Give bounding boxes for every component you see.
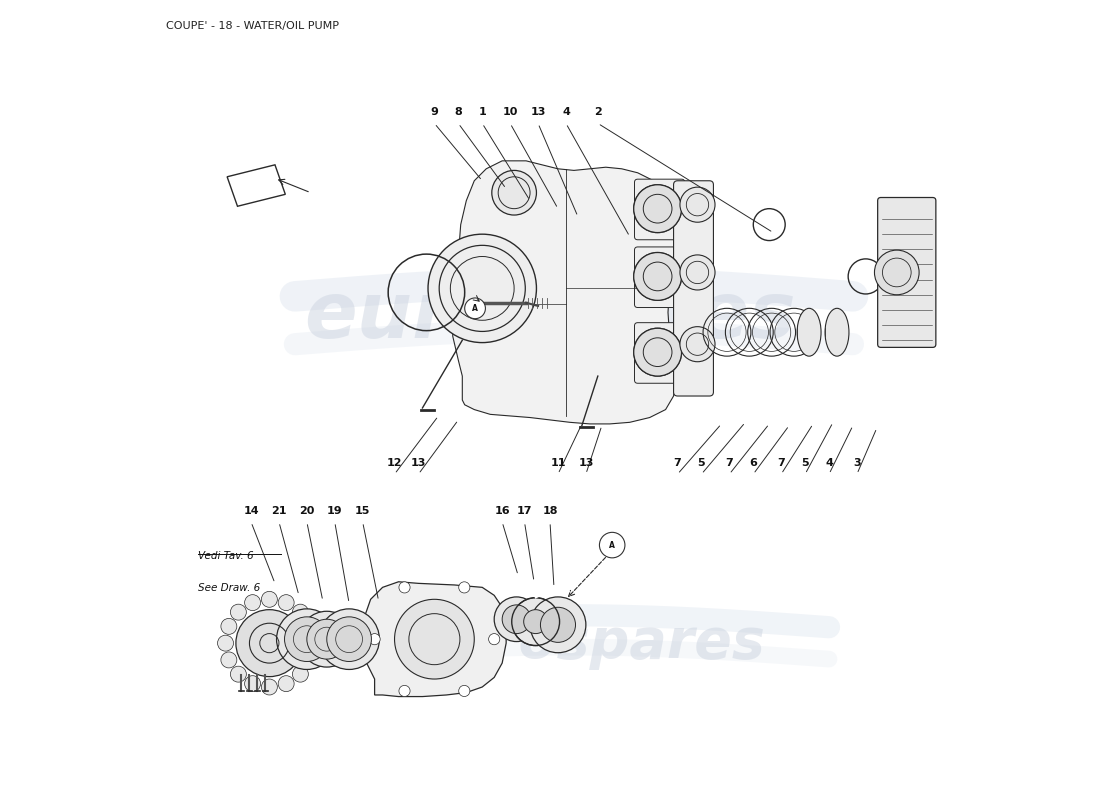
Circle shape [464, 298, 485, 318]
Circle shape [278, 676, 294, 692]
Circle shape [235, 610, 302, 677]
Text: 13: 13 [530, 107, 546, 117]
Circle shape [680, 187, 715, 222]
Text: See Draw. 6: See Draw. 6 [198, 583, 260, 594]
Circle shape [395, 599, 474, 679]
Circle shape [634, 328, 682, 376]
Circle shape [285, 617, 329, 662]
Text: 19: 19 [327, 506, 342, 515]
Circle shape [540, 607, 575, 642]
Circle shape [488, 634, 499, 645]
Circle shape [221, 652, 236, 668]
Circle shape [293, 604, 308, 620]
Circle shape [530, 597, 586, 653]
Text: 7: 7 [726, 458, 734, 468]
Circle shape [680, 255, 715, 290]
Circle shape [399, 582, 410, 593]
Circle shape [428, 234, 537, 342]
Text: 1: 1 [478, 107, 486, 117]
Circle shape [221, 618, 236, 634]
Circle shape [634, 185, 682, 233]
Circle shape [874, 250, 920, 294]
Text: 9: 9 [430, 107, 438, 117]
Circle shape [262, 679, 277, 695]
Circle shape [218, 635, 233, 651]
Circle shape [244, 594, 261, 610]
Text: 13: 13 [579, 458, 594, 468]
Ellipse shape [825, 308, 849, 356]
Circle shape [230, 604, 246, 620]
Polygon shape [453, 161, 678, 424]
Circle shape [492, 170, 537, 215]
Text: 8: 8 [454, 107, 462, 117]
Circle shape [306, 635, 321, 651]
Circle shape [319, 609, 380, 670]
Text: 5: 5 [697, 458, 705, 468]
FancyBboxPatch shape [673, 181, 714, 396]
Text: 4: 4 [825, 458, 833, 468]
Ellipse shape [798, 308, 821, 356]
Text: 4: 4 [562, 107, 570, 117]
FancyBboxPatch shape [878, 198, 936, 347]
Text: 7: 7 [778, 458, 785, 468]
Circle shape [278, 594, 294, 610]
Circle shape [634, 253, 682, 300]
Circle shape [459, 686, 470, 697]
Text: 14: 14 [243, 506, 258, 515]
Circle shape [512, 598, 560, 646]
Circle shape [503, 605, 531, 634]
Circle shape [600, 532, 625, 558]
Text: Vedi Tav. 6: Vedi Tav. 6 [198, 551, 253, 562]
Text: 13: 13 [410, 458, 426, 468]
Text: 6: 6 [749, 458, 757, 468]
Text: eurospares: eurospares [415, 616, 766, 670]
Text: 7: 7 [673, 458, 681, 468]
FancyBboxPatch shape [635, 247, 684, 307]
Text: A: A [472, 304, 478, 313]
Text: 10: 10 [503, 107, 518, 117]
Circle shape [276, 609, 337, 670]
Circle shape [301, 652, 318, 668]
Polygon shape [363, 582, 506, 697]
Circle shape [634, 185, 682, 233]
Circle shape [524, 610, 548, 634]
Circle shape [459, 582, 470, 593]
Circle shape [299, 611, 354, 667]
Circle shape [399, 686, 410, 697]
Text: 17: 17 [517, 506, 532, 515]
Circle shape [634, 253, 682, 300]
Text: A: A [609, 541, 615, 550]
Text: 20: 20 [299, 506, 315, 515]
Circle shape [368, 634, 381, 645]
Circle shape [494, 597, 539, 642]
Text: 21: 21 [272, 506, 287, 515]
Text: 16: 16 [494, 506, 510, 515]
Text: 5: 5 [801, 458, 808, 468]
Text: 15: 15 [355, 506, 371, 515]
Circle shape [307, 619, 346, 659]
Circle shape [301, 618, 318, 634]
Circle shape [262, 591, 277, 607]
Circle shape [230, 666, 246, 682]
Text: eurospares: eurospares [305, 278, 795, 354]
Circle shape [293, 666, 308, 682]
Text: 12: 12 [387, 458, 403, 468]
Circle shape [244, 676, 261, 692]
Circle shape [634, 328, 682, 376]
Circle shape [327, 617, 372, 662]
Text: 3: 3 [854, 458, 860, 468]
Text: COUPE' - 18 - WATER/OIL PUMP: COUPE' - 18 - WATER/OIL PUMP [166, 22, 339, 31]
FancyBboxPatch shape [635, 322, 684, 383]
Circle shape [680, 326, 715, 362]
Text: 11: 11 [550, 458, 565, 468]
FancyBboxPatch shape [635, 179, 684, 240]
Text: 2: 2 [594, 107, 602, 117]
Text: 18: 18 [542, 506, 558, 515]
